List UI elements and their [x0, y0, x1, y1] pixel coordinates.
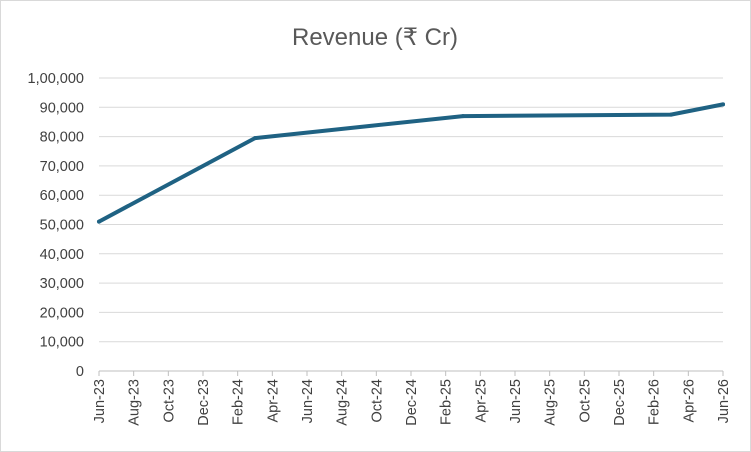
y-tick-label: 10,000	[40, 335, 84, 351]
x-tick-label: Feb-24	[231, 379, 247, 425]
x-axis: Jun-23 Aug-23 Oct-23 Dec-23 Feb-24 Apr-24 Jun-…	[92, 370, 732, 426]
series-layer	[97, 102, 725, 224]
y-tick-label: 0	[76, 364, 84, 380]
x-tick-label: Oct-24	[369, 379, 385, 423]
x-tick-label: Jun-23	[92, 379, 108, 423]
x-tick-label: Oct-23	[161, 379, 177, 423]
data-point	[669, 112, 673, 117]
x-tick-label: Aug-23	[127, 379, 143, 426]
x-tick-label: Apr-24	[265, 379, 281, 423]
y-tick-label: 70,000	[40, 159, 84, 175]
x-tick-label: Feb-25	[439, 379, 455, 425]
x-tick-label: Jun-25	[508, 379, 524, 423]
y-tick-label: 50,000	[40, 218, 84, 234]
x-tick-label: Aug-24	[335, 379, 351, 426]
x-tick-label: Dec-25	[612, 379, 628, 426]
y-tick-label: 60,000	[40, 188, 84, 204]
chart-title: Revenue (₹ Cr)	[292, 24, 458, 51]
y-tick-label: 1,00,000	[28, 71, 84, 87]
data-point	[721, 102, 725, 107]
revenue-series-line	[97, 102, 725, 224]
x-tick-label: Apr-25	[473, 379, 489, 423]
data-point	[253, 136, 257, 141]
gridlines	[99, 77, 723, 343]
y-tick-label: 20,000	[40, 305, 84, 321]
x-tick-label: Jun-24	[300, 379, 316, 423]
y-tick-label: 40,000	[40, 247, 84, 263]
x-tick-label: Aug-25	[543, 379, 559, 426]
data-point	[97, 219, 101, 224]
x-tick-label: Dec-23	[196, 379, 212, 426]
data-point	[461, 114, 465, 119]
x-tick-label: Oct-25	[577, 379, 593, 423]
y-tick-label: 30,000	[40, 276, 84, 292]
y-axis-tick-labels: 0 10,000 20,000 30,000 40,000 50,000 60,000 70,…	[28, 71, 84, 380]
y-tick-label: 90,000	[40, 100, 84, 116]
x-tick-label: Jun-26	[716, 379, 732, 423]
x-tick-label: Dec-24	[404, 379, 420, 426]
x-tick-label: Feb-26	[647, 379, 663, 425]
y-tick-label: 80,000	[40, 130, 84, 146]
x-tick-label: Apr-26	[681, 379, 697, 423]
